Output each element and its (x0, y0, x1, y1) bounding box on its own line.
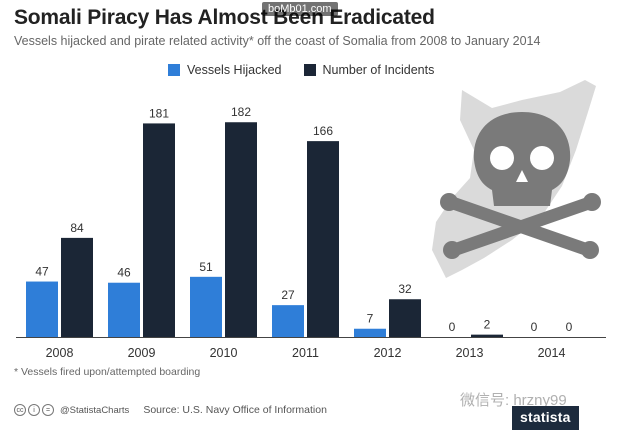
footer: cc i = @StatistaCharts Source: U.S. Navy… (14, 404, 327, 416)
x-tick-label-2012: 2012 (374, 346, 402, 360)
bar-incidents-2008 (61, 237, 93, 337)
bars-layer (26, 122, 503, 338)
skull-and-crossbones-icon (440, 112, 601, 259)
legend-item-incidents: Number of Incidents (303, 63, 435, 77)
bar-incidents-2010 (225, 122, 257, 338)
bar-hijacked-2008 (26, 281, 58, 337)
source-text: Source: U.S. Navy Office of Information (143, 404, 327, 416)
value-label-hijacked-2014: 0 (531, 320, 538, 334)
x-tick-label-2008: 2008 (46, 346, 74, 360)
bar-hijacked-2009 (108, 282, 140, 337)
value-label-hijacked-2012: 7 (367, 312, 374, 326)
bar-incidents-2012 (389, 299, 421, 337)
x-tick-label-2010: 2010 (210, 346, 238, 360)
bar-incidents-2009 (143, 123, 175, 337)
value-label-hijacked-2009: 46 (117, 266, 131, 280)
statista-logo: statista (512, 406, 579, 430)
legend: Vessels Hijacked Number of Incidents (168, 63, 456, 77)
by-icon: i (28, 404, 40, 416)
bar-incidents-2011 (307, 141, 339, 337)
x-tick-label-2009: 2009 (128, 346, 156, 360)
somalia-map-illustration (432, 80, 601, 278)
value-label-hijacked-2011: 27 (281, 288, 295, 302)
bar-hijacked-2011 (272, 305, 304, 337)
value-label-incidents-2011: 166 (313, 124, 333, 138)
watermark-badge: boMb01.com (262, 2, 338, 16)
value-label-incidents-2009: 181 (149, 106, 169, 120)
bar-incidents-2013 (471, 334, 503, 337)
value-label-incidents-2014: 0 (566, 320, 573, 334)
legend-label-incidents: Number of Incidents (322, 63, 435, 77)
chart-subtitle: Vessels hijacked and pirate related acti… (14, 34, 541, 48)
value-label-incidents-2013: 2 (484, 318, 491, 332)
bar-hijacked-2010 (190, 276, 222, 337)
x-tick-label-2013: 2013 (456, 346, 484, 360)
value-label-hijacked-2010: 51 (199, 260, 213, 274)
legend-swatch-hijacked (168, 64, 180, 76)
nd-icon: = (42, 404, 54, 416)
value-label-incidents-2008: 84 (70, 221, 84, 235)
x-tick-label-2011: 2011 (292, 346, 319, 360)
x-tick-label-2014: 2014 (538, 346, 566, 360)
legend-label-hijacked: Vessels Hijacked (187, 63, 282, 77)
value-labels-layer: 47 84 46 181 51 182 27 166 7 32 0 2 0 0 (35, 105, 572, 334)
legend-item-hijacked: Vessels Hijacked (168, 63, 282, 77)
value-label-hijacked-2013: 0 (449, 320, 456, 334)
value-label-incidents-2010: 182 (231, 105, 251, 119)
x-axis-ticks: 2008 2009 2010 2011 2012 2013 2014 (46, 346, 566, 360)
value-label-incidents-2012: 32 (398, 282, 412, 296)
bar-hijacked-2012 (354, 328, 386, 337)
wechat-watermark: 微信号: hrzny99 (460, 392, 567, 409)
legend-swatch-incidents (303, 64, 316, 76)
creative-commons-icons: cc i = (14, 404, 56, 416)
footer-handle: @StatistaCharts (60, 404, 130, 416)
footnote: * Vessels fired upon/attempted boarding (14, 366, 201, 378)
cc-icon: cc (14, 404, 26, 416)
value-label-hijacked-2008: 47 (35, 265, 49, 279)
